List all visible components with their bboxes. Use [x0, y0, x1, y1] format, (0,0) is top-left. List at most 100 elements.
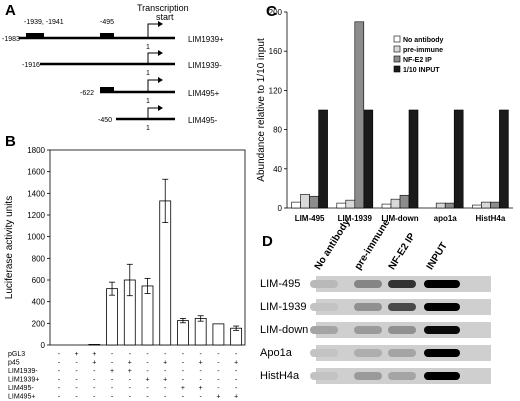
gel-band — [354, 280, 382, 288]
condition-sign: + — [234, 360, 238, 367]
gel-band — [424, 326, 460, 334]
y-tick-label: 1800 — [27, 146, 45, 155]
gel-column-label: NF-E2 IP — [386, 231, 418, 272]
condition-sign: - — [182, 368, 185, 375]
gel-band — [388, 326, 416, 334]
condition-label: LIM1939- — [8, 368, 38, 375]
bar — [88, 344, 101, 346]
condition-sign: - — [217, 351, 220, 358]
condition-sign: - — [75, 385, 78, 392]
tss-label: Transcription — [137, 3, 189, 13]
condition-sign: - — [111, 385, 114, 392]
gel-band — [354, 326, 382, 334]
condition-sign: - — [129, 394, 132, 401]
tss-position: 1 — [146, 98, 150, 105]
site-label: -495 — [100, 19, 114, 26]
x-tick-label: LIM-down — [381, 214, 418, 223]
condition-sign: - — [146, 351, 149, 358]
condition-sign: - — [146, 385, 149, 392]
construct-start: -450 — [98, 117, 112, 124]
condition-sign: - — [58, 351, 61, 358]
condition-sign: - — [200, 377, 203, 384]
bar — [472, 204, 482, 209]
construct-start: -622 — [80, 90, 94, 97]
legend-label: No antibody — [403, 37, 444, 44]
condition-sign: + — [199, 360, 203, 367]
legend-label: 1/10 INPUT — [403, 67, 440, 74]
bar — [444, 202, 455, 209]
gel-row-label: LIM-down — [260, 324, 309, 336]
gel-band — [310, 326, 338, 334]
gel-row-label: LIM-1939 — [260, 301, 307, 313]
condition-sign: - — [200, 351, 203, 358]
gel-band — [388, 303, 416, 311]
condition-sign: - — [93, 385, 96, 392]
legend-swatch — [393, 35, 401, 43]
construct-name: LIM1939- — [188, 61, 222, 70]
condition-sign: - — [93, 368, 96, 375]
condition-sign: - — [200, 394, 203, 401]
construct-start: -1983 — [2, 36, 20, 43]
condition-sign: - — [217, 377, 220, 384]
y-tick-label: 40 — [273, 165, 282, 174]
gel-band — [424, 303, 460, 311]
condition-sign: - — [129, 385, 132, 392]
condition-sign: - — [146, 360, 149, 367]
bar — [390, 198, 401, 209]
construct-name: LIM495+ — [188, 89, 220, 98]
legend-swatch — [393, 45, 401, 53]
condition-sign: - — [146, 368, 149, 375]
tss-arrow-icon — [147, 52, 158, 64]
bar — [291, 201, 301, 209]
condition-sign: + — [110, 368, 114, 375]
condition-sign: - — [217, 360, 220, 367]
condition-sign: - — [164, 385, 167, 392]
condition-sign: - — [235, 351, 238, 358]
y-tick-label: 400 — [32, 298, 46, 307]
bar — [408, 109, 419, 209]
arrowhead-icon — [158, 50, 163, 56]
bar — [363, 109, 374, 209]
bar — [194, 318, 207, 346]
legend-swatch — [393, 55, 401, 63]
arrowhead-icon — [158, 77, 163, 83]
y-tick-label: 1400 — [27, 189, 45, 198]
condition-sign: - — [58, 360, 61, 367]
condition-sign: + — [128, 360, 132, 367]
y-tick-label: 600 — [32, 276, 46, 285]
tss-arrow-icon — [147, 79, 158, 92]
gel-panel: No antibody pre-immune NF-E2 IP INPUT LI… — [236, 217, 520, 401]
condition-sign: - — [164, 368, 167, 375]
y-tick-label: 1200 — [27, 211, 45, 220]
bar — [106, 288, 118, 346]
gel-row-label: Apo1a — [260, 347, 292, 359]
x-tick-label: LIM-1939 — [338, 214, 373, 223]
x-tick-label: HistH4a — [476, 214, 506, 223]
condition-sign: - — [182, 377, 185, 384]
construct-name: LIM1939+ — [188, 35, 224, 44]
condition-label: p45 — [8, 360, 20, 367]
bar — [345, 199, 356, 209]
condition-sign: - — [75, 368, 78, 375]
bar — [141, 285, 154, 346]
condition-sign: - — [111, 394, 114, 401]
condition-sign: - — [235, 377, 238, 384]
condition-sign: - — [58, 377, 61, 384]
y-tick-label: 0 — [278, 204, 283, 213]
chip-abundance-chart: 0 40 80 120 160 200 Abundance relative to 1/10… — [256, 8, 513, 223]
condition-sign: - — [75, 394, 78, 401]
tss-label: start — [156, 12, 174, 22]
gel-column-label: pre-immune — [352, 217, 393, 272]
gel-row-label: LIM-495 — [260, 278, 301, 290]
condition-sign: - — [58, 368, 61, 375]
promoter-construct-diagram: -1983 -1939, -1941 -495 1 LIM1939+ Trans… — [2, 3, 224, 130]
condition-sign: - — [58, 385, 61, 392]
y-tick-label: 1000 — [27, 233, 45, 242]
condition-label: LIM495+ — [8, 394, 35, 401]
arrowhead-icon — [158, 105, 163, 111]
bar — [435, 202, 446, 209]
condition-sign: + — [181, 385, 185, 392]
y-tick-label: 120 — [269, 86, 283, 95]
condition-sign: - — [111, 377, 114, 384]
tss-position: 1 — [146, 125, 150, 130]
